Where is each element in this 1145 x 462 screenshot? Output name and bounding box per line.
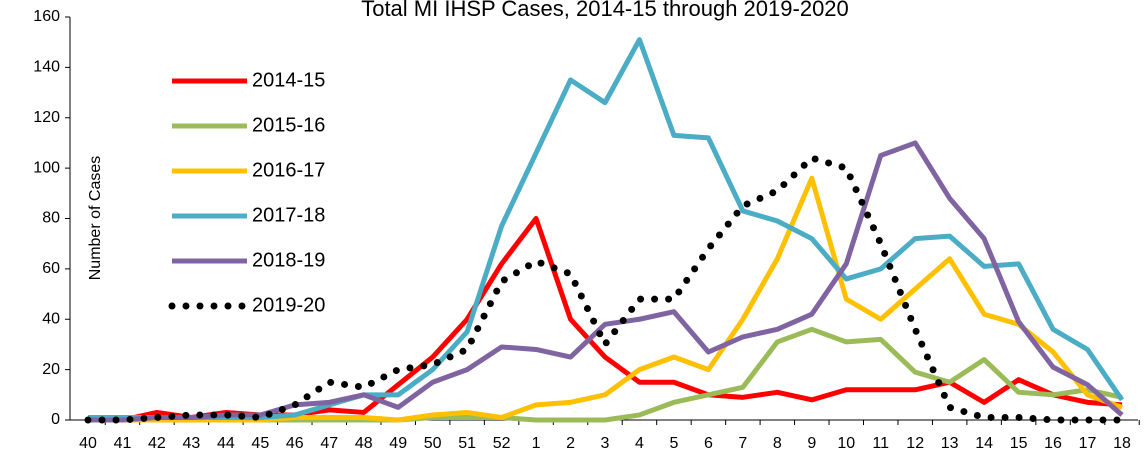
- y-tick-label: 100: [33, 159, 60, 176]
- x-tick-label: 50: [424, 435, 442, 452]
- x-tick-label: 6: [704, 435, 713, 452]
- y-tick-label: 20: [42, 361, 60, 378]
- x-tick-label: 7: [738, 435, 747, 452]
- x-tick-label: 47: [320, 435, 338, 452]
- legend-label: 2016-17: [252, 159, 325, 181]
- legend-label: 2014-15: [252, 69, 325, 91]
- x-tick-label: 41: [114, 435, 132, 452]
- x-tick-label: 1: [532, 435, 541, 452]
- x-tick-label: 18: [1113, 435, 1131, 452]
- y-tick-label: 120: [33, 109, 60, 126]
- y-tick-label: 80: [42, 210, 60, 227]
- x-tick-label: 2: [566, 435, 575, 452]
- x-tick-label: 52: [493, 435, 511, 452]
- y-tick-label: 60: [42, 260, 60, 277]
- y-tick-label: 140: [33, 59, 60, 76]
- series-line: [88, 140, 1124, 423]
- y-tick-label: 40: [42, 310, 60, 327]
- x-tick-label: 17: [1079, 435, 1097, 452]
- x-tick-label: 4: [635, 435, 644, 452]
- x-tick-label: 10: [837, 435, 855, 452]
- chart-title: Total MI IHSP Cases, 2014-15 through 201…: [361, 0, 849, 21]
- x-tick-label: 5: [669, 435, 678, 452]
- x-tick-label: 11: [872, 435, 889, 452]
- x-tick-label: 12: [906, 435, 924, 452]
- x-tick-label: 13: [941, 435, 959, 452]
- x-tick-label: 42: [148, 435, 166, 452]
- x-tick-label: 43: [183, 435, 201, 452]
- y-tick-label: 0: [51, 411, 60, 428]
- y-axis-label: Number of Cases: [87, 156, 104, 281]
- x-tick-label: 14: [975, 435, 993, 452]
- x-tick-label: 49: [389, 435, 407, 452]
- series-line: [84, 154, 1126, 424]
- legend-label: 2015-16: [252, 114, 325, 136]
- legend-label: 2017-18: [252, 204, 325, 226]
- series-line: [88, 37, 1125, 420]
- x-tick-label: 48: [355, 435, 373, 452]
- series-line: [88, 175, 1123, 423]
- x-tick-label: 51: [458, 435, 476, 452]
- x-tick-label: 46: [286, 435, 304, 452]
- x-tick-label: 15: [1010, 435, 1028, 452]
- x-tick-label: 9: [807, 435, 816, 452]
- x-tick-label: 16: [1044, 435, 1062, 452]
- x-tick-label: 3: [601, 435, 610, 452]
- x-tick-label: 8: [773, 435, 782, 452]
- legend-label: 2019-20: [252, 294, 325, 316]
- x-tick-label: 40: [79, 435, 97, 452]
- legend-label: 2018-19: [252, 249, 325, 271]
- x-tick-label: 44: [217, 435, 235, 452]
- x-tick-label: 45: [251, 435, 269, 452]
- y-tick-label: 160: [33, 8, 60, 25]
